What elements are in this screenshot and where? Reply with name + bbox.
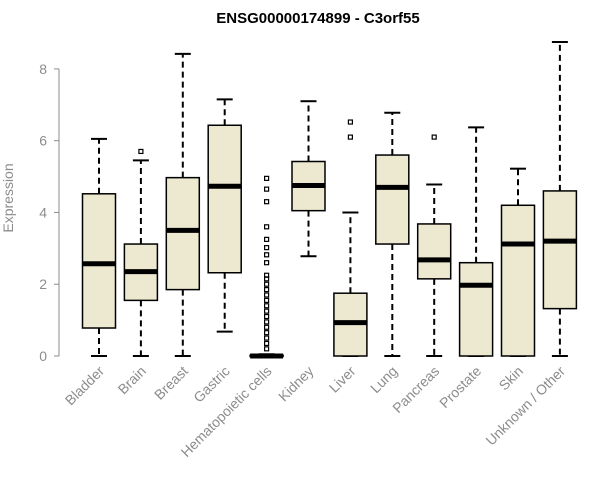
outlier-point: [264, 330, 270, 336]
outlier-point: [264, 324, 270, 330]
x-tick-label: Kidney: [275, 363, 317, 405]
box-rect: [542, 190, 578, 310]
y-tick-label: 2: [39, 276, 47, 292]
outlier-point: [264, 340, 270, 347]
y-axis: 0 2 4 6 8: [39, 61, 60, 364]
x-tick-label: Prostate: [436, 363, 484, 411]
outlier-point: [264, 236, 270, 242]
outlier-point: [264, 272, 270, 278]
outlier-point: [264, 281, 270, 287]
x-tick-label: Bladder: [62, 363, 108, 409]
outlier-point: [347, 134, 353, 140]
x-tick-label: Liver: [326, 363, 359, 396]
chart-title: ENSG00000174899 - C3orf55: [216, 10, 419, 27]
box-8: [416, 134, 452, 357]
outlier-point: [264, 313, 270, 320]
box-rect: [207, 124, 242, 274]
y-tick-label: 0: [39, 348, 47, 364]
outlier-point: [264, 308, 270, 314]
outlier-point: [264, 303, 270, 309]
outlier-point: [264, 319, 270, 325]
box-rect: [375, 154, 410, 245]
outlier-point: [264, 335, 270, 341]
x-tick-label: Unknown / Other: [482, 363, 568, 449]
outlier-point: [431, 134, 437, 140]
box-rect: [458, 261, 494, 357]
box-rect: [416, 223, 452, 280]
y-tick-label: 8: [39, 61, 47, 77]
x-tick-label: Lung: [367, 363, 400, 396]
boxes-group: [81, 41, 578, 359]
outlier-point: [264, 346, 270, 352]
box-rect: [81, 193, 117, 329]
box-1: [123, 148, 159, 357]
outlier-point: [264, 292, 270, 298]
box-3: [207, 98, 242, 333]
x-tick-label: Skin: [496, 363, 527, 394]
box-7: [375, 111, 410, 357]
box-10: [500, 167, 536, 357]
y-tick-label: 4: [39, 204, 47, 220]
box-9: [458, 126, 494, 357]
box-rect: [500, 204, 536, 357]
x-tick-label: Pancreas: [389, 363, 442, 416]
outlier-point: [347, 119, 353, 125]
box-11: [542, 41, 578, 357]
y-tick-label: 6: [39, 133, 47, 149]
outlier-point: [264, 287, 270, 293]
box-0: [81, 137, 117, 357]
x-tick-label: Brain: [115, 363, 149, 397]
outlier-point: [264, 260, 270, 266]
x-tick-label: Breast: [151, 363, 191, 403]
outlier-point: [264, 245, 270, 251]
outlier-point: [264, 252, 270, 258]
outlier-point: [138, 148, 144, 155]
box-4: [249, 175, 284, 359]
outlier-point: [264, 297, 270, 303]
outlier-point: [264, 186, 270, 192]
outlier-point: [264, 224, 270, 230]
outlier-point: [264, 199, 270, 205]
outlier-point: [264, 175, 270, 181]
box-5: [291, 100, 326, 258]
box-6: [333, 119, 368, 357]
y-axis-label: Expression: [0, 163, 16, 232]
box-rect: [165, 176, 201, 291]
box-2: [165, 52, 201, 357]
